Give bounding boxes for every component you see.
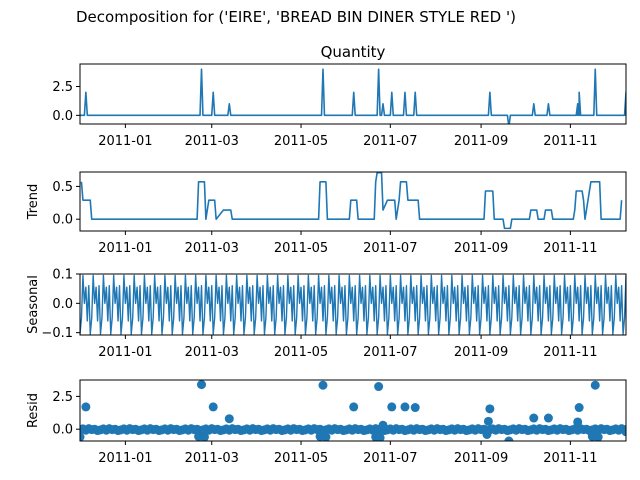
- resid-point: [81, 402, 91, 412]
- resid-point: [197, 380, 206, 390]
- plot-area-resid: [80, 380, 626, 441]
- y-tick-label-resid: 0.0: [52, 423, 73, 438]
- resid-point: [318, 380, 328, 390]
- resid-point: [375, 433, 385, 441]
- x-tick-label-seasonal: 2011-01: [98, 345, 152, 360]
- x-tick-label-trend: 2011-03: [185, 241, 239, 256]
- x-tick-label-seasonal: 2011-11: [543, 345, 597, 360]
- resid-point: [573, 417, 583, 427]
- x-tick-label-trend: 2011-11: [543, 241, 597, 256]
- resid-point: [321, 432, 331, 441]
- resid-point: [504, 436, 514, 441]
- y-tick-label-resid: 2.5: [52, 390, 73, 405]
- axes-frame-observed: [79, 63, 627, 125]
- figure-suptitle: Decomposition for ('EIRE', 'BREAD BIN DI…: [76, 8, 516, 26]
- x-tick-label-trend: 2011-05: [274, 241, 328, 256]
- y-tick-label-trend: 0.5: [52, 180, 73, 195]
- y-tick-label-seasonal: −0.1: [41, 326, 73, 341]
- resid-point: [593, 432, 603, 441]
- resid-point: [387, 402, 397, 412]
- resid-point: [590, 380, 600, 390]
- resid-point: [482, 429, 492, 439]
- resid-point: [543, 413, 553, 423]
- x-tick-label-seasonal: 2011-03: [185, 345, 239, 360]
- y-axis-label-trend: Trend: [26, 184, 41, 221]
- x-tick-label-seasonal: 2011-09: [454, 345, 508, 360]
- y-axis-label-resid: Resid: [26, 393, 41, 428]
- resid-point: [374, 382, 384, 392]
- panel-resid: 2.5 0.0 2011-01 2011-03 2011-05 2011-07 2011-0…: [26, 379, 627, 466]
- y-tick-label-seasonal: 0.1: [52, 268, 73, 283]
- x-tick-label-resid: 2011-07: [363, 451, 417, 466]
- resid-point: [199, 432, 209, 441]
- x-tick-label-observed: 2011-03: [185, 134, 239, 149]
- plot-area-observed: [80, 68, 626, 124]
- panel-observed: 2.5 0.0 2011-01 2011-03 2011-05 2011-07 2011-0…: [52, 43, 627, 149]
- plot-area-trend: [80, 172, 623, 230]
- panels: 2.5 0.0 2011-01 2011-03 2011-05 2011-07 2011-0…: [26, 43, 627, 466]
- x-tick-label-seasonal: 2011-07: [363, 345, 417, 360]
- axes-frame-seasonal: [79, 273, 627, 336]
- panel-trend: 0.5 0.0 2011-01 2011-03 2011-05 2011-07 2011-0…: [26, 171, 627, 256]
- axes-frame-trend: [79, 171, 627, 232]
- panel-seasonal: 0.1 0.0 −0.1 2011-01 2011-03 2011-05 2011-07 20…: [26, 268, 627, 360]
- x-tick-label-resid: 2011-09: [454, 451, 508, 466]
- resid-point: [574, 403, 584, 413]
- x-tick-label-observed: 2011-11: [543, 134, 597, 149]
- axes-frame-resid: [79, 379, 627, 442]
- x-tick-label-trend: 2011-01: [98, 241, 152, 256]
- y-tick-label-seasonal: 0.0: [52, 297, 73, 312]
- resid-point: [529, 413, 539, 423]
- resid-point: [349, 402, 359, 412]
- x-tick-label-seasonal: 2011-05: [274, 345, 328, 360]
- plot-area-seasonal: [80, 274, 626, 335]
- resid-point: [621, 427, 626, 437]
- resid-point: [378, 420, 388, 430]
- x-tick-label-trend: 2011-09: [454, 241, 508, 256]
- series-line-seasonal: [80, 274, 626, 335]
- y-tick-label-trend: 0.0: [52, 213, 73, 228]
- x-tick-label-resid: 2011-03: [185, 451, 239, 466]
- x-tick-label-resid: 2011-11: [543, 451, 597, 466]
- resid-point: [483, 416, 493, 426]
- resid-point: [400, 402, 410, 412]
- x-tick-label-trend: 2011-07: [363, 241, 417, 256]
- x-tick-label-observed: 2011-01: [98, 134, 152, 149]
- x-tick-label-resid: 2011-05: [274, 451, 328, 466]
- x-tick-label-observed: 2011-07: [363, 134, 417, 149]
- series-line-quantity: [80, 68, 626, 124]
- resid-point: [485, 404, 495, 414]
- resid-point: [224, 414, 234, 424]
- resid-point: [410, 403, 420, 413]
- x-tick-label-resid: 2011-01: [98, 451, 152, 466]
- axes-title-observed: Quantity: [321, 43, 386, 61]
- series-line-trend: [80, 172, 623, 230]
- y-tick-label-observed: 2.5: [52, 80, 73, 95]
- y-axis-label-seasonal: Seasonal: [26, 275, 41, 334]
- y-tick-label-observed: 0.0: [52, 109, 73, 124]
- x-tick-label-observed: 2011-09: [454, 134, 508, 149]
- x-tick-label-observed: 2011-05: [274, 134, 328, 149]
- resid-point: [208, 402, 218, 412]
- resid-point: [80, 432, 85, 441]
